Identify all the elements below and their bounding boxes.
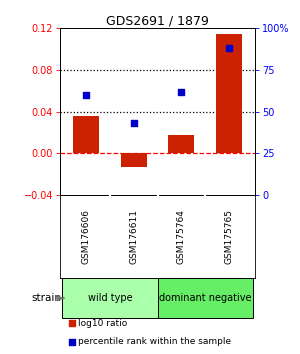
Point: [179, 89, 184, 95]
Text: GSM176611: GSM176611: [129, 209, 138, 264]
Text: strain: strain: [32, 293, 62, 303]
Point: [131, 121, 136, 126]
Point: [70, 320, 74, 326]
Bar: [62, 279, 158, 318]
Bar: [158, 279, 253, 318]
Text: GSM175764: GSM175764: [177, 209, 186, 264]
Title: GDS2691 / 1879: GDS2691 / 1879: [106, 14, 209, 27]
Text: GSM175765: GSM175765: [224, 209, 233, 264]
Text: log10 ratio: log10 ratio: [78, 319, 127, 327]
Text: wild type: wild type: [88, 293, 132, 303]
Bar: [121, 153, 147, 167]
Bar: [216, 34, 242, 153]
Bar: [168, 135, 194, 153]
Text: percentile rank within the sample: percentile rank within the sample: [78, 337, 231, 346]
Bar: [73, 116, 99, 153]
Point: [70, 339, 74, 345]
Text: dominant negative: dominant negative: [159, 293, 251, 303]
Text: GSM176606: GSM176606: [82, 209, 91, 264]
Point: [84, 92, 88, 98]
Point: [226, 46, 231, 51]
